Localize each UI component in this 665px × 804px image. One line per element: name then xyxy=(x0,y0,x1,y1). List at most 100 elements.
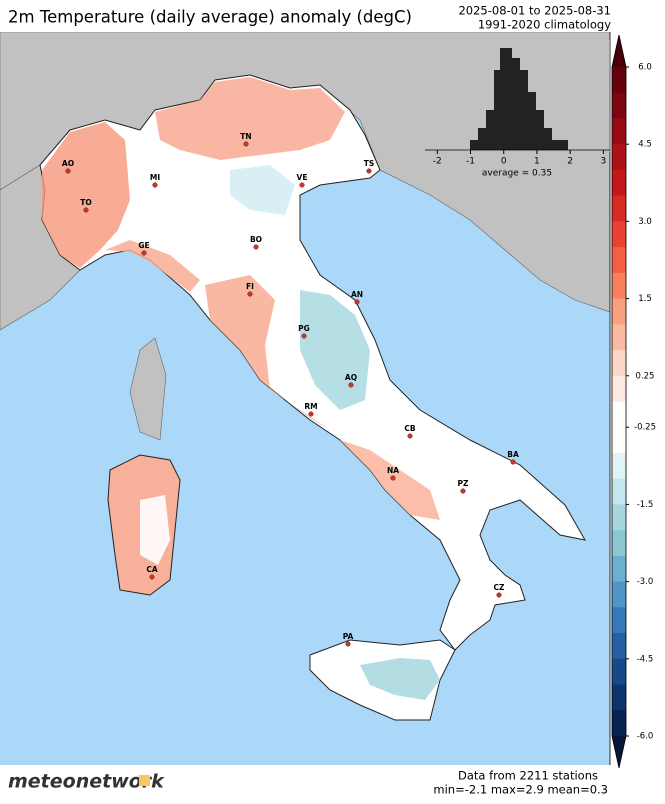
corsica xyxy=(129,337,167,441)
colorbar-tick-label: -6.0 xyxy=(637,732,654,742)
colorbar-segment xyxy=(612,555,626,583)
city-marker xyxy=(301,333,307,339)
colorbar-segment xyxy=(612,169,626,197)
map xyxy=(0,32,610,765)
stats: min=-2.1 max=2.9 mean=0.3 xyxy=(433,783,608,797)
anomaly-northwest xyxy=(42,122,130,268)
colorbar-segment xyxy=(612,658,626,686)
city-label: AQ xyxy=(345,373,357,382)
histogram-average: average = 0.35 xyxy=(482,169,552,179)
colorbar-segment xyxy=(612,684,626,711)
histogram-inset xyxy=(425,40,610,152)
colorbar-tick-label: 6.0 xyxy=(638,63,652,73)
city-label: PA xyxy=(343,632,354,641)
colorbar-extend-top xyxy=(612,35,626,67)
logo: meteonetwork xyxy=(8,771,165,793)
stations: Data from 2211 stations xyxy=(458,769,598,783)
city-label: VE xyxy=(297,173,308,182)
city-marker xyxy=(299,182,305,188)
anomaly-apennines xyxy=(300,290,370,410)
colorbar-tick-label: 1.5 xyxy=(638,294,652,304)
city-marker xyxy=(149,574,155,580)
logo-text: meteonetwork xyxy=(8,771,165,793)
colorbar-segment xyxy=(612,710,626,737)
histogram-tick-label: 0 xyxy=(501,157,507,167)
city-label: CZ xyxy=(494,583,506,592)
city-label: TO xyxy=(80,198,92,207)
colorbar-tick-label: 4.5 xyxy=(638,140,652,150)
colorbar-segment xyxy=(612,478,626,505)
colorbar-tick-label: -0.25 xyxy=(634,423,656,433)
histogram-tick-label: 1 xyxy=(534,157,540,167)
city-marker xyxy=(348,382,354,388)
city-marker xyxy=(390,475,396,481)
colorbar-segment xyxy=(612,195,626,222)
colorbar-segment xyxy=(612,530,626,557)
colorbar-tick-label: 0.25 xyxy=(636,371,655,381)
city-label: AO xyxy=(62,159,74,168)
city-marker xyxy=(496,592,502,598)
colorbar-segment xyxy=(612,247,626,274)
colorbar-tick-label: -4.5 xyxy=(637,654,654,664)
city-label: BA xyxy=(507,450,519,459)
city-marker xyxy=(65,168,71,174)
city-marker xyxy=(354,299,360,305)
climatology: 1991-2020 climatology xyxy=(478,18,611,32)
city-label: AN xyxy=(351,290,363,299)
anomaly-tuscany xyxy=(205,275,330,430)
colorbar-segment xyxy=(612,92,626,119)
city-marker xyxy=(253,244,259,250)
colorbar-segment xyxy=(612,401,626,428)
city-marker xyxy=(407,433,413,439)
city-label: NA xyxy=(387,466,399,475)
city-label: TS xyxy=(364,159,375,168)
anomaly-veneto xyxy=(230,165,295,215)
colorbar-segment xyxy=(612,633,626,660)
colorbar-tick-label: -1.5 xyxy=(637,500,654,510)
city-label: PZ xyxy=(458,479,469,488)
city-label: TN xyxy=(240,132,251,141)
anomaly-sardinia-core xyxy=(140,495,170,565)
colorbar-segment xyxy=(612,427,626,454)
logo-square xyxy=(139,775,150,786)
colorbar-segment xyxy=(612,118,626,145)
colorbar-segment xyxy=(612,581,626,608)
anomaly-sicily xyxy=(360,658,440,700)
colorbar-segment xyxy=(612,272,626,300)
histogram-tick-label: -2 xyxy=(433,157,442,167)
colorbar-tick-label: 3.0 xyxy=(638,217,652,227)
period: 2025-08-01 to 2025-08-31 xyxy=(458,4,611,18)
city-label: FI xyxy=(246,282,254,291)
anomaly-campania xyxy=(340,440,440,520)
city-label: BO xyxy=(250,235,262,244)
city-marker xyxy=(247,291,253,297)
city-label: PG xyxy=(298,324,310,333)
city-marker xyxy=(141,250,147,256)
city-marker xyxy=(83,207,89,213)
city-label: GE xyxy=(138,241,149,250)
anomaly-alps xyxy=(155,77,345,160)
city-label: MI xyxy=(150,173,160,182)
title: 2m Temperature (daily average) anomaly (… xyxy=(8,8,412,27)
colorbar-segment xyxy=(612,221,626,248)
city-marker xyxy=(308,411,314,417)
colorbar-segment xyxy=(612,504,626,531)
city-marker xyxy=(345,641,351,647)
colorbar-segment xyxy=(612,452,626,480)
colorbar-tick-label: -3.0 xyxy=(637,577,654,587)
histogram-tick-label: 3 xyxy=(600,157,606,167)
colorbar-segment xyxy=(612,375,626,402)
anomaly-liguria xyxy=(105,240,200,292)
colorbar-segment xyxy=(612,144,626,171)
colorbar-segment xyxy=(612,67,626,94)
city-label: CA xyxy=(146,565,158,574)
city-marker xyxy=(152,182,158,188)
colorbar-segment xyxy=(612,324,626,351)
city-marker xyxy=(460,488,466,494)
colorbar-segment xyxy=(612,298,626,325)
colorbar-extend-bottom xyxy=(612,736,626,768)
city-label: CB xyxy=(404,424,416,433)
colorbar-segment xyxy=(612,350,626,377)
city-label: RM xyxy=(304,402,317,411)
